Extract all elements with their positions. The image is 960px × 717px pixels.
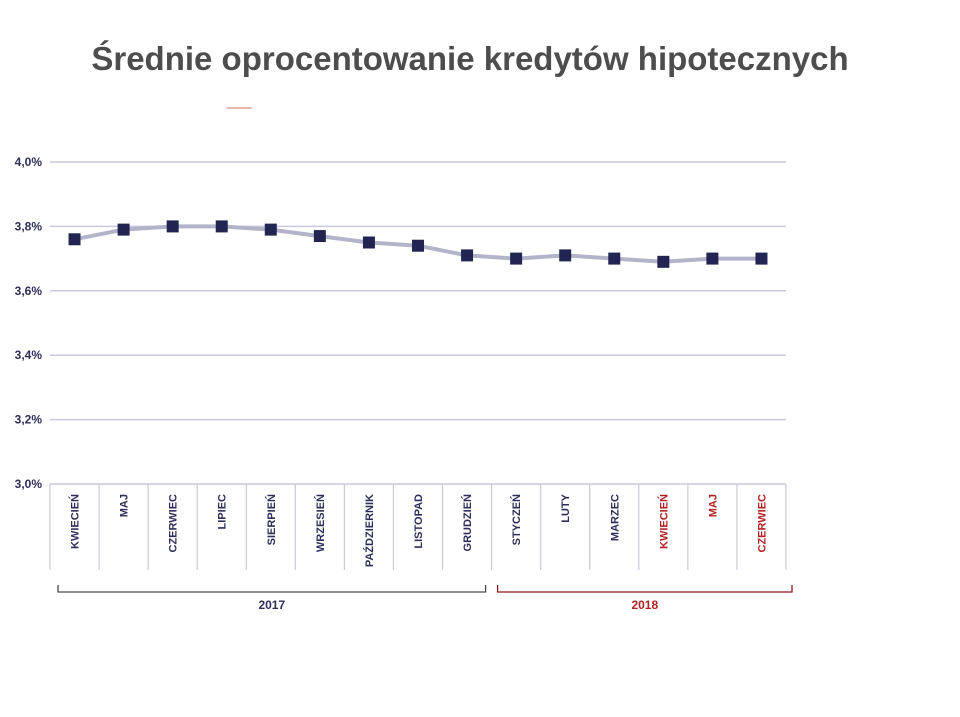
grid-lines (50, 161, 786, 485)
y-tick-label: 3,4% (15, 348, 43, 362)
data-point-marker (559, 249, 572, 262)
y-tick-label: 3,6% (15, 284, 43, 298)
data-point-marker (657, 255, 670, 268)
x-tick-label: MARZEC (609, 494, 621, 541)
x-tick-label: KWIECIEŃ (657, 494, 670, 549)
data-point-marker (68, 233, 81, 246)
y-tick-label: 3,8% (15, 219, 43, 233)
x-tick-label: MAJ (119, 494, 131, 517)
x-tick-label: STYCZEŃ (510, 494, 523, 545)
x-axis-ticks: KWIECIEŃ MAJ CZERWIEC LIPIEC SIERPIEŃ WRZESIE… (69, 493, 769, 567)
x-tick-label: KWIECIEŃ (69, 494, 82, 549)
data-point-marker (706, 252, 719, 265)
x-tick-label: LIPIEC (217, 494, 229, 530)
y-tick-label: 3,2% (15, 413, 43, 427)
x-tick-label: WRZESIEŃ (314, 494, 327, 552)
x-tick-label: LISTOPAD (413, 494, 425, 549)
data-point-marker (755, 252, 768, 265)
chart-title: Średnie oprocentowanie kredytów hipotecz… (91, 40, 849, 77)
data-point-marker (166, 220, 179, 233)
y-axis-ticks: 3,0% 3,2% 3,4% 3,6% 3,8% 4,0% (15, 155, 43, 491)
year-label: 2018 (631, 598, 658, 612)
y-tick-label: 4,0% (15, 155, 43, 169)
x-tick-label: CZERWIEC (756, 494, 768, 553)
data-point-marker (362, 236, 375, 249)
x-axis-category-cells (49, 484, 787, 570)
data-point-marker (510, 252, 523, 265)
x-tick-label: CZERWIEC (168, 494, 180, 553)
data-point-marker (117, 223, 130, 236)
x-tick-label: PAŹDZIERNIK (363, 494, 376, 567)
data-point-marker (313, 230, 326, 243)
x-tick-label: GRUDZIEŃ (461, 494, 474, 552)
year-bracket (57, 585, 487, 593)
decorative-accent-line (226, 107, 252, 109)
data-point-marker (215, 220, 228, 233)
x-tick-label: LUTY (560, 493, 572, 522)
year-groups: 2017 2018 (57, 585, 793, 612)
year-label: 2017 (258, 598, 285, 612)
year-bracket (496, 585, 793, 593)
x-tick-label: SIERPIEŃ (265, 494, 278, 545)
data-point-marker (412, 239, 424, 252)
y-tick-label: 3,0% (15, 477, 43, 491)
data-point-marker (264, 223, 277, 236)
series-layer (68, 220, 768, 268)
data-point-marker (461, 249, 474, 262)
data-point-marker (608, 252, 621, 265)
x-tick-label: MAJ (707, 494, 719, 517)
